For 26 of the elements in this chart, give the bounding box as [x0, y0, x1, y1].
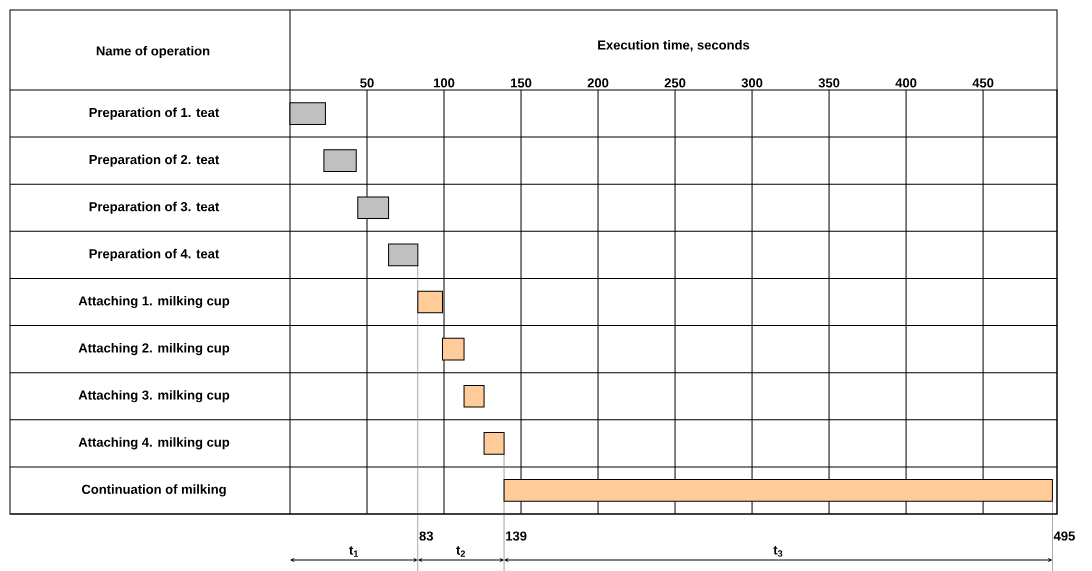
text: t$_{1}$ — [349, 546, 359, 557]
y-tick-label: Attaching 1. milking cup — [78, 295, 230, 309]
x-tick-label: 450 — [972, 78, 994, 88]
x-axis-title: Execution time, seconds — [598, 40, 750, 52]
text: t$_{3}$ — [773, 546, 783, 557]
x-tick-label: 50 — [360, 78, 374, 88]
y-tick-label: Attaching 4. milking cup — [78, 437, 230, 450]
x-tick-label: 100 — [433, 78, 455, 88]
ref-line-label: 139 — [506, 531, 527, 541]
x-tick-label: 250 — [664, 78, 686, 88]
x-tick-label: 200 — [587, 78, 609, 88]
y-axis-title: Name of operation — [96, 45, 210, 59]
x-tick-label: 350 — [818, 78, 840, 88]
y-tick-label: Continuation of milking — [81, 484, 226, 497]
x-tick-label: 300 — [741, 78, 763, 88]
y-tick-label: Preparation of 2. teat — [89, 154, 220, 167]
y-tick-label: Attaching 2. milking cup — [78, 343, 230, 356]
text: t$_{2}$ — [456, 546, 466, 557]
x-tick-label: 150 — [511, 78, 532, 88]
ref-line-label: 495 — [1053, 531, 1075, 541]
x-tick-label: 400 — [895, 78, 917, 88]
y-tick-label: Attaching 3. milking cup — [78, 390, 230, 403]
ref-line-label: 83 — [419, 531, 434, 541]
y-tick-label: Preparation of 4. teat — [89, 248, 220, 261]
y-tick-label: Preparation of 3. teat — [89, 201, 220, 214]
y-tick-label: Preparation of 1. teat — [89, 107, 220, 120]
